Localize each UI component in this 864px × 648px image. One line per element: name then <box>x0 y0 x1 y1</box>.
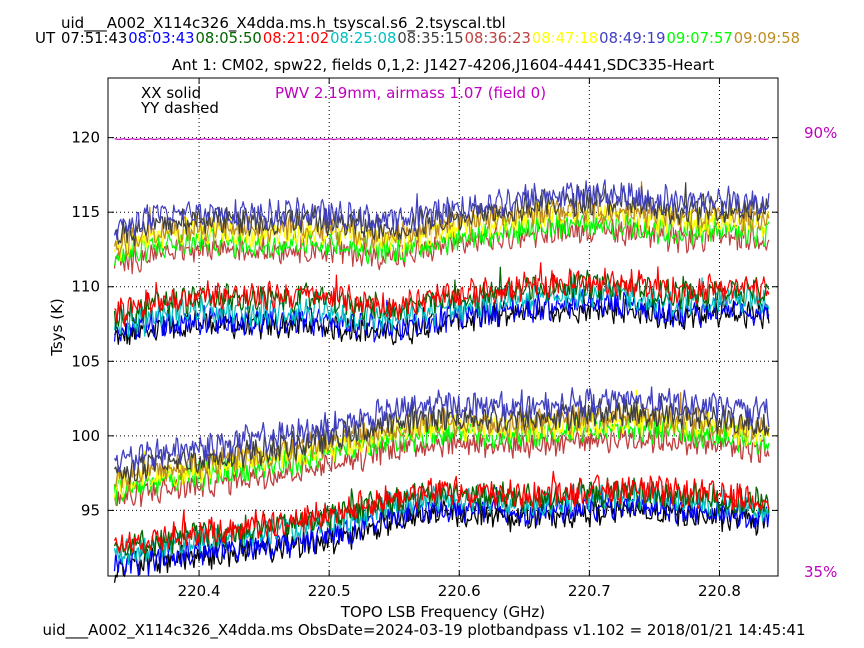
legend-xx-solid: XX solid <box>141 84 201 102</box>
ut-time-3: 08:21:02 <box>263 29 329 47</box>
x-tick-label: 220.5 <box>308 582 351 600</box>
series-line-yy-14 <box>113 477 770 558</box>
series-line-xx-1 <box>113 289 770 343</box>
x-tick-label: 220.4 <box>178 582 221 600</box>
series-line-xx-4 <box>114 262 770 327</box>
series-line-xx-0 <box>113 287 770 346</box>
y-tick-label: 110 <box>71 278 100 296</box>
transmission-bottom-label: 35% <box>804 563 837 581</box>
ut-time-10: 09:09:58 <box>734 29 800 47</box>
x-tick-label: 220.6 <box>438 582 481 600</box>
series-line-yy-16 <box>113 423 770 508</box>
ut-time-0: 07:51:43 <box>61 29 127 47</box>
y-tick-label: 95 <box>81 501 100 519</box>
ut-time-4: 08:25:08 <box>330 29 396 47</box>
series-line-xx-7 <box>113 198 770 262</box>
transmission-line <box>114 138 769 141</box>
ut-prefix: UT <box>35 29 56 47</box>
ut-time-9: 09:07:57 <box>666 29 732 47</box>
ut-time-7: 08:47:18 <box>532 29 598 47</box>
y-axis-ticks: 95 100 105 110 115 120 <box>71 129 778 519</box>
y-tick-label: 100 <box>71 427 100 445</box>
y-tick-label: 115 <box>71 203 100 221</box>
transmission-top-label: 90% <box>804 124 837 142</box>
x-axis-label: TOPO LSB Frequency (GHz) <box>340 603 545 621</box>
ut-time-6: 08:36:23 <box>465 29 531 47</box>
ut-time-2: 08:05:50 <box>196 29 262 47</box>
series-line-yy-12 <box>113 486 770 577</box>
series-line-yy-15 <box>113 470 770 555</box>
chart-title: uid___A002_X114c326_X4dda.ms.h_tsyscal.s… <box>61 14 506 33</box>
x-tick-label: 220.7 <box>568 582 611 600</box>
series-line-xx-10 <box>113 179 770 241</box>
ut-time-1: 08:03:43 <box>128 29 194 47</box>
y-tick-label: 120 <box>71 129 100 147</box>
ut-time-5: 08:35:15 <box>397 29 463 47</box>
pwv-annotation: PWV 2.19mm, airmass 1.07 (field 0) <box>275 84 546 102</box>
chart-subtitle: Ant 1: CM02, spw22, fields 0,1,2: J1427-… <box>172 56 714 74</box>
footer-info: uid___A002_X114c326_X4dda.ms ObsDate=202… <box>42 621 805 640</box>
ut-time-8: 08:49:19 <box>599 29 665 47</box>
x-axis-ticks: 220.4 220.5 220.6 220.7 220.8 <box>178 78 741 600</box>
x-tick-label: 220.8 <box>698 582 741 600</box>
tsys-series <box>113 179 770 583</box>
ut-time-row: UT 07:51:43 08:03:43 08:05:50 08:21:02 08:25… <box>35 29 800 47</box>
plot-frame <box>107 77 779 577</box>
atmospheric-transmission-line <box>114 138 769 141</box>
legend-yy-dashed: YY dashed <box>140 99 219 117</box>
y-axis-label: Tsys (K) <box>48 298 66 357</box>
y-tick-label: 105 <box>71 352 100 370</box>
series-line-yy-21 <box>113 386 770 473</box>
